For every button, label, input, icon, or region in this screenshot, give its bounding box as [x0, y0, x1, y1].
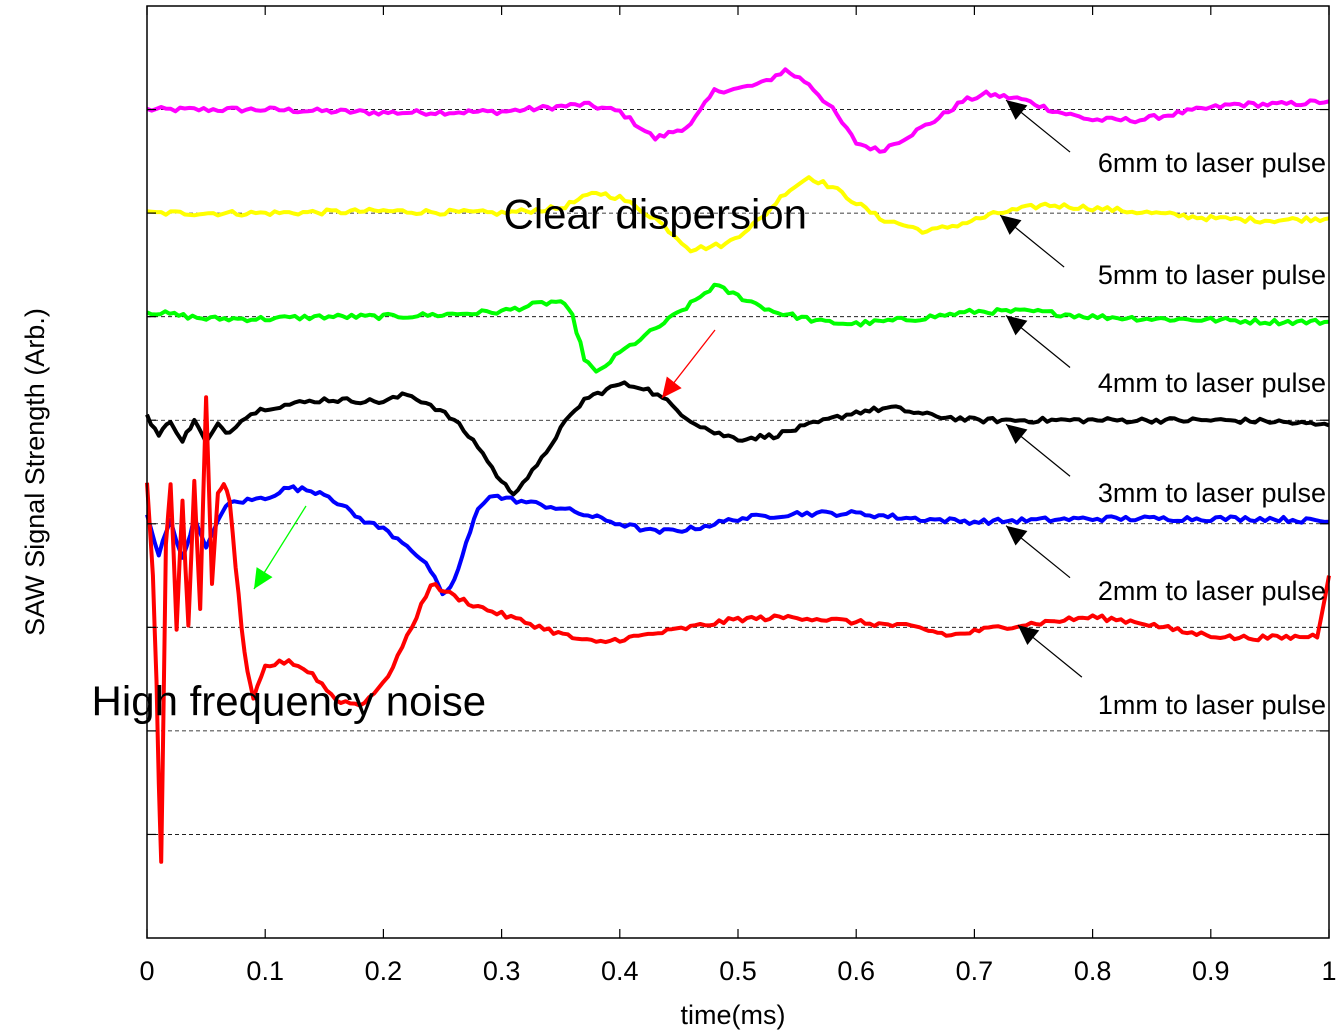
x-axis-label: time(ms)	[681, 1000, 786, 1030]
annotation-high-frequency-noise: High frequency noise	[92, 677, 487, 724]
series-label-5mm-to-laser-pulse: 5mm to laser pulse	[1098, 260, 1326, 290]
label-arrowhead	[1017, 625, 1040, 645]
x-tick-label: 0.5	[719, 956, 757, 986]
plot-frame	[146, 5, 1330, 939]
series-labels: 6mm to laser pulse 5mm to laser pulse 4mm …	[1098, 148, 1326, 720]
series-line-5mm-to-laser-pulse	[146, 175, 1330, 254]
series-label-2mm-to-laser-pulse: 2mm to laser pulse	[1098, 576, 1326, 606]
label-arrowhead	[1006, 424, 1028, 445]
series-line-1mm-to-laser-pulse	[145, 395, 1331, 864]
x-tick-labels: 0 0.1 0.2 0.3 0.4 0.5 0.6 0.7 0.8 0.9 1	[139, 956, 1336, 986]
x-tick-label: 0.4	[601, 956, 639, 986]
x-tick-label: 1	[1321, 956, 1336, 986]
annotation-clear-dispersion: Clear dispersion	[504, 191, 807, 238]
x-tick-label: 0.3	[483, 956, 521, 986]
annotations-layer: Clear dispersion High frequency noise	[92, 191, 807, 725]
series-label-1mm-to-laser-pulse: 1mm to laser pulse	[1098, 690, 1326, 720]
x-tick-label: 0.9	[1192, 956, 1230, 986]
series-line-4mm-to-laser-pulse	[146, 282, 1330, 374]
y-axis-label: SAW Signal Strength (Arb.)	[20, 308, 50, 636]
label-arrowhead	[1006, 100, 1028, 120]
series-label-4mm-to-laser-pulse: 4mm to laser pulse	[1098, 368, 1326, 398]
series-label-3mm-to-laser-pulse: 3mm to laser pulse	[1098, 478, 1326, 508]
series-line-2mm-to-laser-pulse	[145, 484, 1330, 597]
x-tick-label: 0	[139, 956, 154, 986]
x-tick-label: 0.7	[956, 956, 994, 986]
label-arrowhead	[1006, 525, 1028, 546]
label-arrowhead	[1006, 315, 1028, 336]
series-line-6mm-to-laser-pulse	[146, 67, 1330, 154]
arrows-layer	[253, 99, 1083, 678]
red-pointer-arrow-head	[662, 376, 682, 398]
x-tick-label: 0.8	[1074, 956, 1112, 986]
x-tick-label: 0.2	[365, 956, 403, 986]
series-layer	[145, 67, 1331, 864]
series-label-6mm-to-laser-pulse: 6mm to laser pulse	[1098, 148, 1326, 178]
green-pointer-arrow-head	[254, 567, 273, 589]
x-tick-label: 0.6	[837, 956, 875, 986]
series-line-3mm-to-laser-pulse	[145, 380, 1330, 497]
label-arrowhead	[1000, 215, 1022, 235]
x-tick-label: 0.1	[246, 956, 284, 986]
ticks-layer	[146, 6, 1330, 938]
